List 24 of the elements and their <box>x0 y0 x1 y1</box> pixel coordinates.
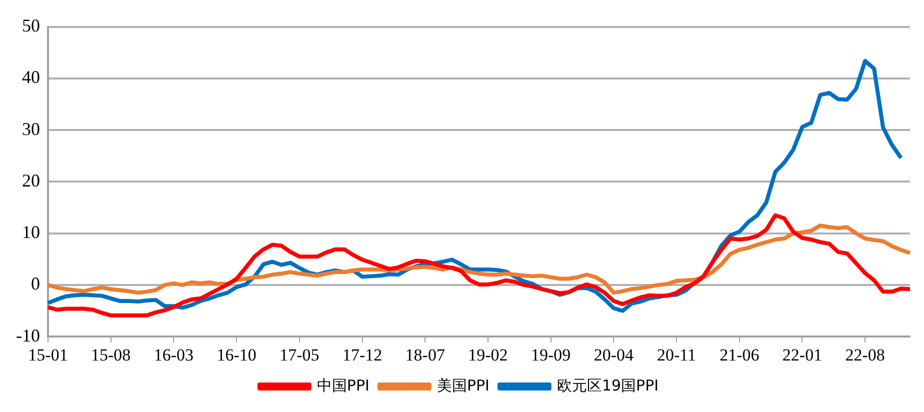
x-tick-label: 19-02 <box>468 345 508 364</box>
x-tick-label: 22-01 <box>782 345 822 364</box>
y-tick-label: 30 <box>22 118 40 139</box>
x-tick-label: 17-12 <box>342 345 382 364</box>
x-tick-label: 21-06 <box>720 345 760 364</box>
x-tick-label: 15-08 <box>91 345 131 364</box>
y-tick-label: 10 <box>22 222 40 242</box>
legend-label: 美国PPI <box>436 376 490 394</box>
y-tick-label: 20 <box>22 170 40 190</box>
legend-label: 中国PPI <box>316 376 370 394</box>
y-tick-label: 50 <box>22 16 40 36</box>
x-tick-label: 18-07 <box>405 345 446 364</box>
x-tick-label: 19-09 <box>530 345 571 364</box>
y-tick-label: 40 <box>22 67 40 88</box>
x-tick-label: 16-10 <box>216 345 256 364</box>
x-tick-label: 20-04 <box>594 345 634 364</box>
x-tick-label: 17-05 <box>280 345 320 364</box>
y-tick-label: -10 <box>16 325 40 346</box>
legend-label: 欧元区19国PPI <box>556 376 659 394</box>
x-tick-label: 15-01 <box>28 345 68 364</box>
y-tick-label: 0 <box>30 274 40 294</box>
x-tick-label: 20-11 <box>657 345 696 364</box>
x-tick-label: 22-08 <box>845 345 885 364</box>
x-tick-label: 16-03 <box>154 345 194 364</box>
